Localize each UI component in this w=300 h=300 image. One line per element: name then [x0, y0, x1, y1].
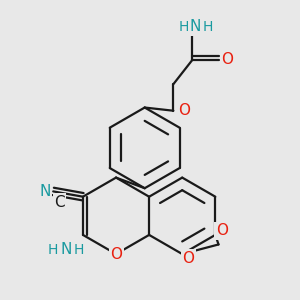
Text: N: N [60, 242, 72, 257]
Text: H: H [74, 243, 84, 257]
Text: N: N [190, 20, 201, 34]
Text: O: O [183, 251, 195, 266]
Text: N: N [39, 184, 50, 199]
Text: H: H [202, 20, 212, 34]
Text: O: O [178, 103, 190, 118]
Text: O: O [221, 52, 233, 67]
Text: H: H [179, 20, 189, 34]
Text: O: O [110, 247, 122, 262]
Text: H: H [48, 243, 58, 257]
Text: C: C [54, 194, 65, 209]
Text: O: O [216, 223, 228, 238]
